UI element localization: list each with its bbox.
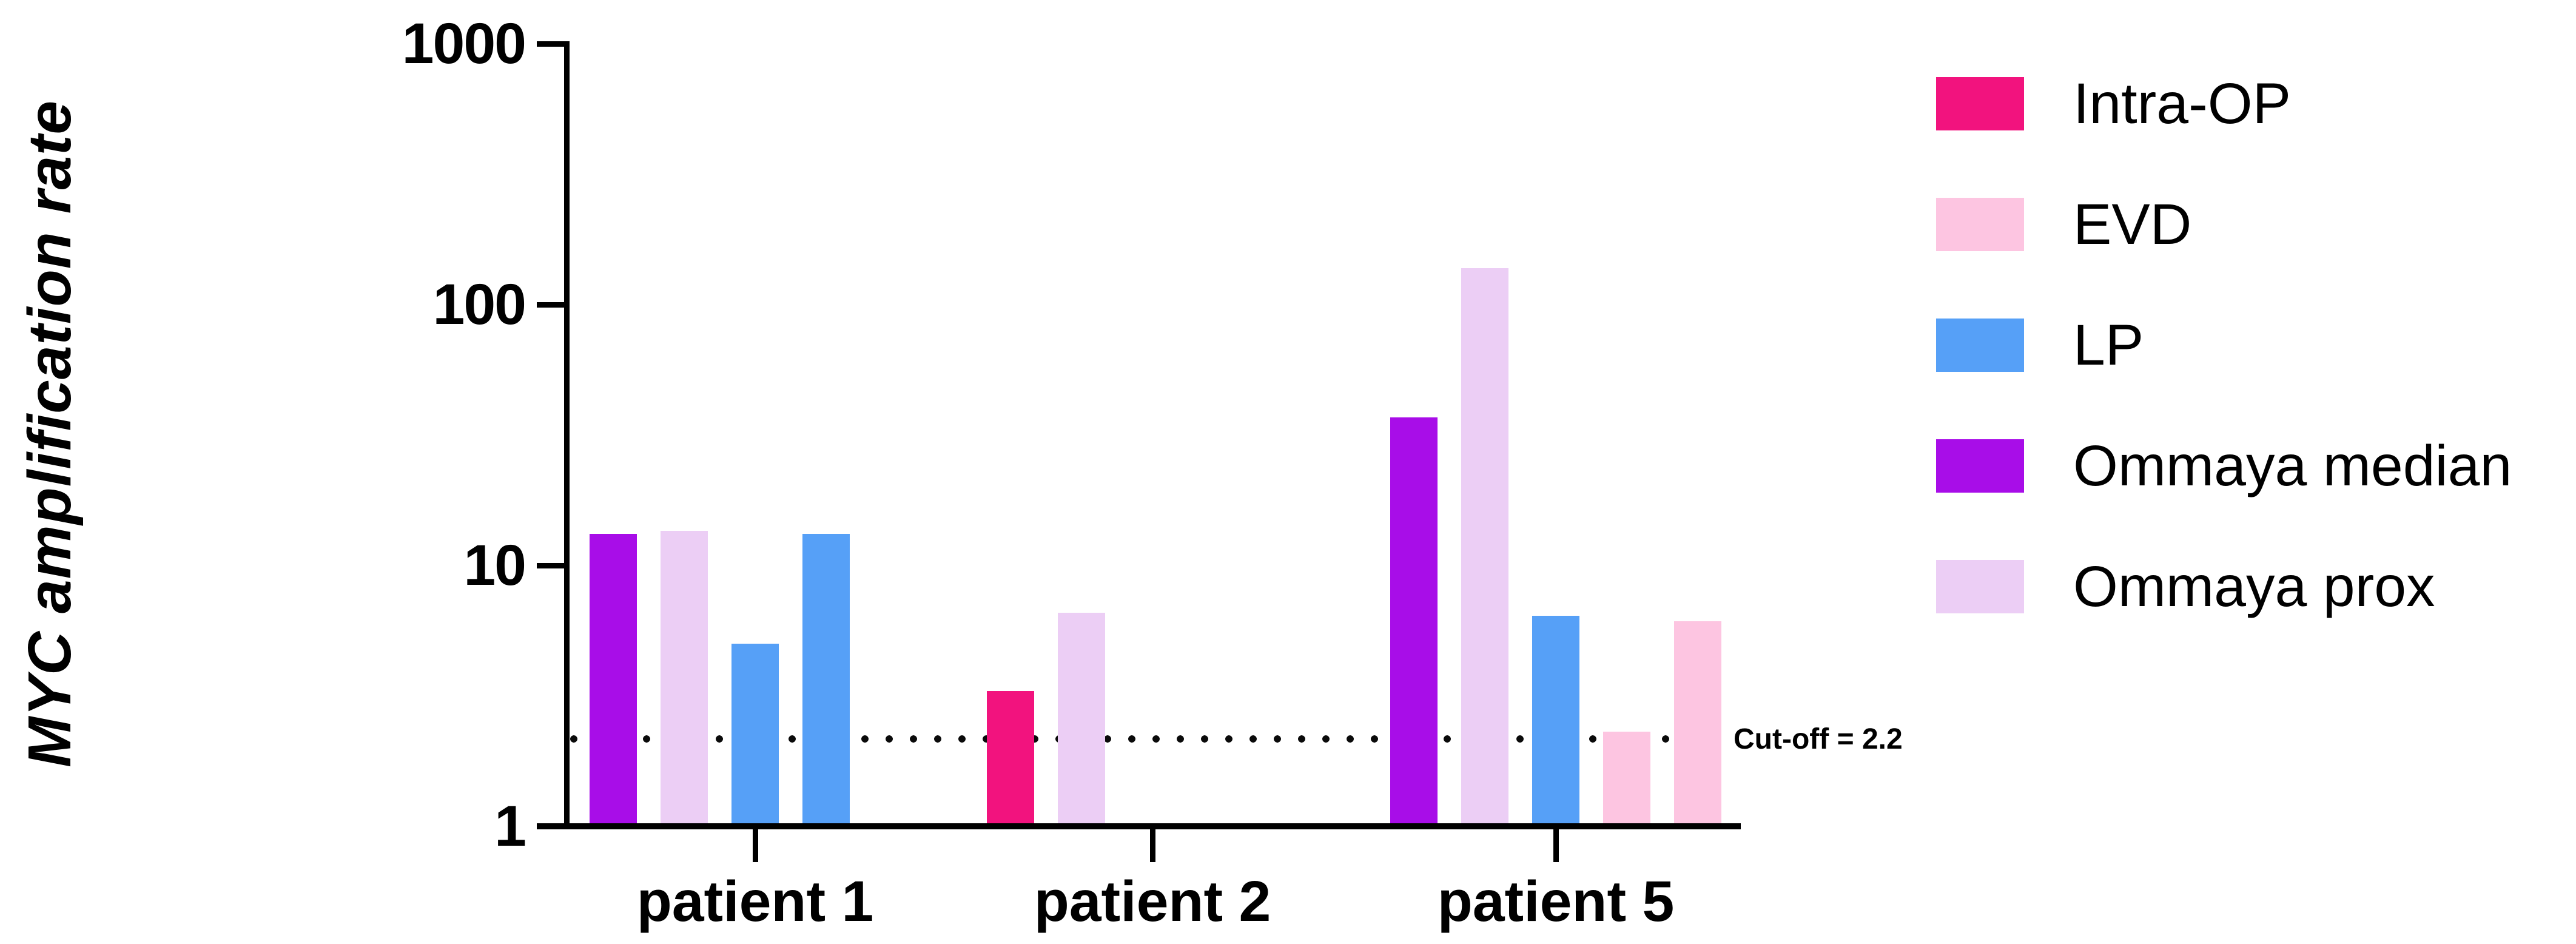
legend-label: Ommaya median — [2073, 433, 2512, 498]
x-tick-mark — [1553, 823, 1559, 862]
y-tick-label: 100 — [432, 272, 526, 337]
legend-label: Ommaya prox — [2073, 554, 2435, 619]
bar-ommaya-prox — [1461, 268, 1508, 826]
legend-label: LP — [2073, 312, 2144, 377]
x-category-label: patient 2 — [1034, 869, 1271, 934]
x-axis-baseline — [537, 823, 1741, 829]
y-axis-line — [564, 41, 570, 829]
y-tick-mark — [537, 302, 565, 308]
bar-lp — [802, 534, 850, 826]
legend-label: EVD — [2073, 192, 2192, 257]
bar-lp — [1532, 616, 1579, 826]
bar-ommaya-prox — [1058, 612, 1105, 826]
bar-evd — [1603, 732, 1650, 826]
x-category-label: patient 5 — [1437, 869, 1675, 934]
y-tick-mark — [537, 41, 565, 47]
cutoff-label: Cut-off = 2.2 — [1734, 723, 1903, 755]
bar-ommaya-median — [1390, 417, 1438, 826]
x-category-label: patient 1 — [636, 869, 874, 934]
x-tick-mark — [1150, 823, 1155, 862]
legend-swatch-ommaya-prox — [1936, 560, 2024, 613]
y-tick-mark — [537, 563, 565, 568]
bar-evd — [1674, 621, 1721, 826]
y-tick-label: 1 — [494, 794, 526, 858]
legend-swatch-evd — [1936, 198, 2024, 251]
y-axis-title: MYC amplification rate — [15, 100, 84, 767]
bar-ommaya-median — [590, 534, 637, 826]
bar-intra-op — [987, 691, 1034, 826]
y-tick-label: 1000 — [402, 11, 526, 76]
legend-swatch-ommaya-median — [1936, 439, 2024, 493]
x-tick-mark — [753, 823, 758, 862]
bar-ommaya-prox — [661, 530, 708, 826]
legend-swatch-intra-op — [1936, 77, 2024, 130]
y-tick-label: 10 — [463, 533, 526, 598]
bar-lp — [731, 644, 779, 826]
legend-label: Intra-OP — [2073, 71, 2291, 136]
legend-swatch-lp — [1936, 319, 2024, 372]
